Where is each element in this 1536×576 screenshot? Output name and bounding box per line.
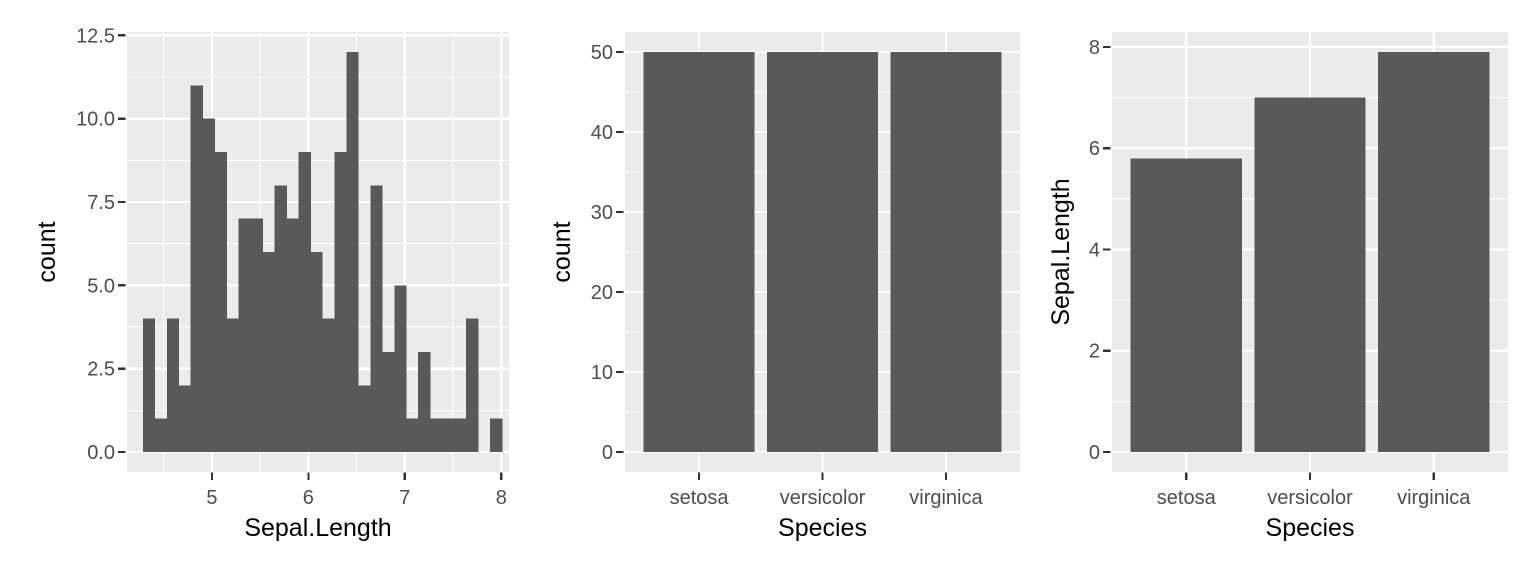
histogram-bar [322, 318, 335, 452]
histogram-bar [202, 118, 215, 453]
y-tick-label: 10 [591, 362, 613, 384]
histogram-bar [262, 252, 275, 452]
histogram-bar [238, 218, 251, 452]
y-tick-label: 6 [1089, 138, 1100, 160]
y-tick-label: 50 [591, 42, 613, 64]
y-tick-label: 12.5 [76, 25, 115, 47]
chart-count-by-species: 0 10 20 30 40 50 setosa versicolor virginica Spec… [512, 0, 1024, 576]
y-axis-title: count [548, 221, 576, 282]
y-tick-label: 8 [1089, 37, 1100, 59]
y-tick-label: 2.5 [87, 359, 115, 381]
x-tick-label: versicolor [780, 487, 866, 509]
bar [1378, 52, 1490, 452]
histogram-bar [334, 152, 347, 452]
x-tick-label: 5 [206, 487, 217, 509]
x-tick-label: virginica [1397, 487, 1471, 509]
histogram-bar [286, 218, 299, 452]
bar [1254, 97, 1366, 453]
y-tick-label: 4 [1089, 239, 1100, 261]
histogram-bar [274, 185, 287, 453]
y-tick-label: 30 [591, 202, 613, 224]
histogram-bar [190, 85, 203, 452]
histogram-bar [466, 318, 479, 452]
histogram-bar [310, 252, 323, 452]
x-tick-label: versicolor [1267, 487, 1353, 509]
chart-sepal-length-by-species: 0 2 4 6 8 setosa versicolor virginica Species Sep… [1024, 0, 1536, 576]
histogram-bar [370, 185, 383, 453]
y-tick-label: 5.0 [87, 275, 115, 297]
histogram-bar [154, 418, 168, 452]
histogram-bar [394, 285, 407, 452]
x-tick-label: virginica [909, 487, 983, 509]
y-tick-label: 20 [591, 282, 613, 304]
plot-svg: 0 2 4 6 8 setosa versicolor virginica Species Sep… [1047, 32, 1508, 542]
y-tick-label: 40 [591, 122, 613, 144]
histogram-bar [178, 385, 192, 452]
x-axis-title: Species [1266, 514, 1355, 542]
histogram-bar [250, 218, 263, 452]
x-axis-title: Sepal.Length [244, 514, 391, 542]
histogram-bar [298, 152, 311, 452]
x-tick-label: 8 [496, 487, 507, 509]
histogram-bar [382, 352, 395, 452]
histogram-bar [418, 352, 431, 452]
y-tick-label: 7.5 [87, 192, 115, 214]
bar [890, 52, 1002, 452]
histogram-bar [430, 418, 443, 452]
x-tick-label: setosa [670, 487, 730, 509]
x-tick-label: 6 [303, 487, 314, 509]
y-axis-title: Sepal.Length [1047, 178, 1075, 325]
histogram-bar [166, 318, 180, 452]
bar [643, 52, 755, 452]
histogram-bar [490, 418, 503, 452]
y-tick-label: 0 [1089, 442, 1100, 464]
histogram-bar [214, 152, 227, 452]
histogram-bar [442, 418, 455, 452]
x-axis-title: Species [778, 514, 867, 542]
chart-histogram-sepal-length: 0.0 2.5 5.0 7.5 10.0 12.5 5 6 7 8 Sepal.Length coun… [0, 0, 512, 576]
y-tick-label: 10.0 [76, 109, 115, 131]
histogram-bar [454, 418, 467, 452]
histogram-bar [226, 318, 239, 452]
histogram-bar [358, 385, 371, 452]
y-tick-label: 2 [1089, 341, 1100, 363]
y-axis-title: count [33, 221, 61, 282]
histogram-bar [406, 418, 419, 452]
plot-svg: 0 10 20 30 40 50 setosa versicolor virginica Spec… [548, 32, 1020, 542]
y-tick-label: 0.0 [87, 442, 115, 464]
histogram-bar [142, 318, 156, 452]
x-tick-label: setosa [1157, 487, 1217, 509]
histogram-bar [346, 52, 359, 452]
bar [1130, 158, 1242, 453]
x-tick-label: 7 [399, 487, 410, 509]
plot-svg: 0.0 2.5 5.0 7.5 10.0 12.5 5 6 7 8 Sepal.Length coun… [33, 25, 509, 542]
y-tick-label: 0 [602, 442, 613, 464]
bar [766, 52, 879, 452]
